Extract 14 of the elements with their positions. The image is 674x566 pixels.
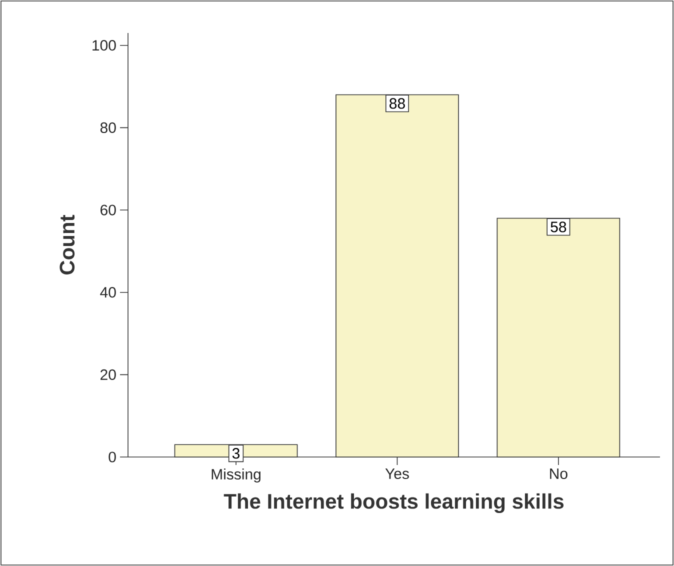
x-tick-label: No — [550, 468, 568, 479]
data-label: 58 — [550, 222, 566, 232]
data-label: 88 — [390, 98, 405, 109]
x-axis-title: The Internet boosts learning skills — [224, 493, 564, 514]
x-tick-label: Missing — [212, 468, 260, 483]
y-axis-title: Count — [60, 214, 75, 274]
y-tick-label: 40 — [100, 287, 116, 298]
y-tick-label: 80 — [100, 122, 116, 133]
y-tick-label: 100 — [92, 40, 116, 51]
y-tick-label: 0 — [108, 452, 116, 462]
y-tick-label: 60 — [100, 204, 116, 216]
x-tick-label: Yes — [385, 468, 409, 479]
data-label: 3 — [232, 448, 240, 459]
y-tick-label: 20 — [100, 369, 116, 380]
